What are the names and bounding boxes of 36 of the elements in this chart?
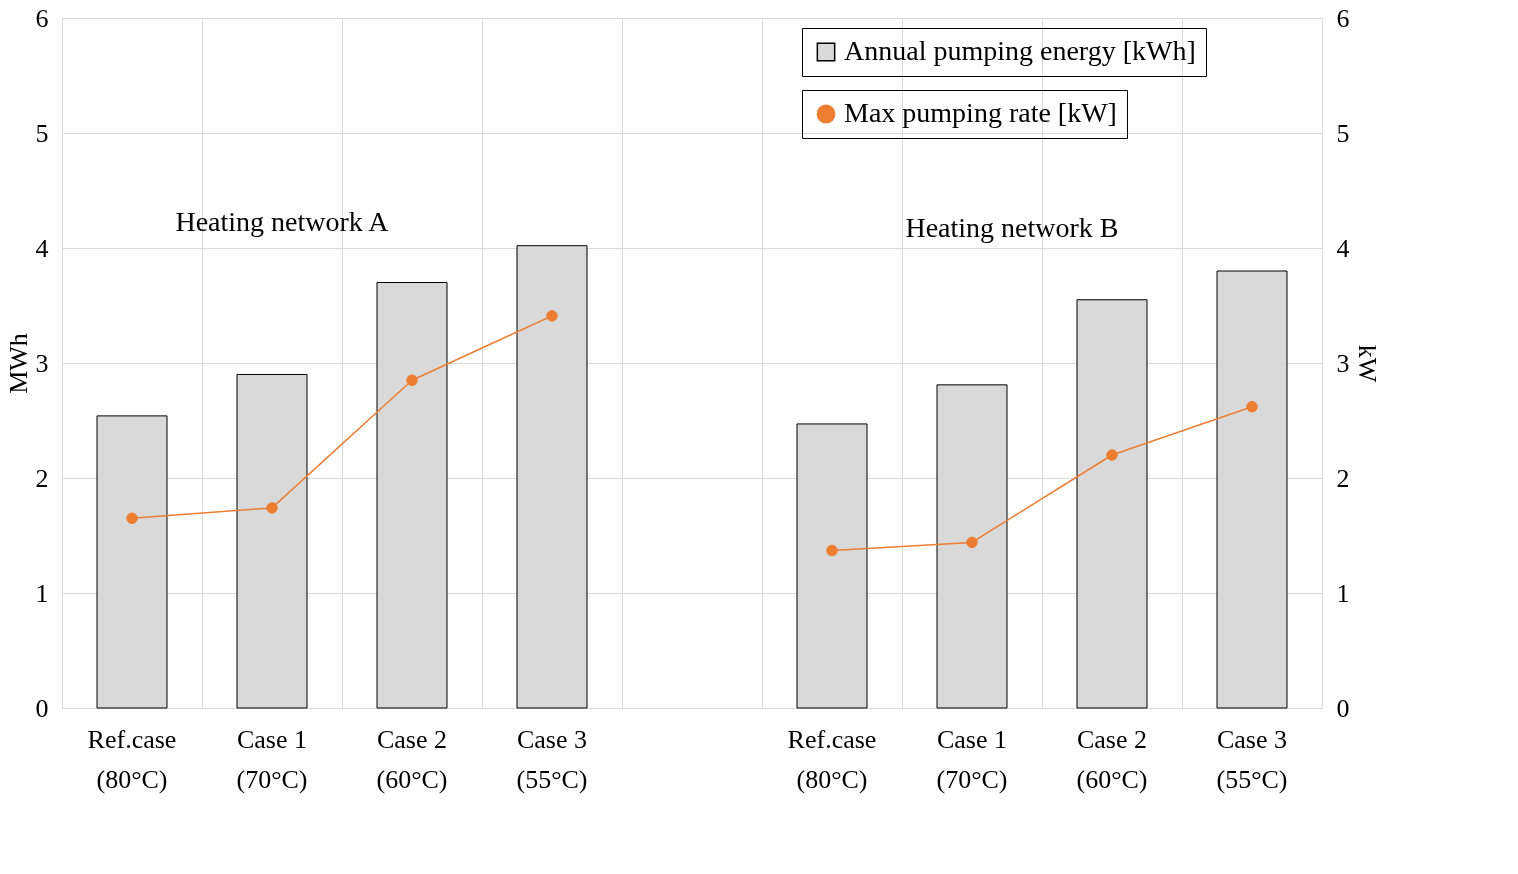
y-tick-label: 4	[35, 233, 49, 263]
y2-axis-title: kW	[1352, 344, 1382, 383]
point	[1246, 400, 1258, 413]
y2-tick-label: 4	[1336, 233, 1350, 263]
y-tick-label: 3	[35, 348, 49, 378]
y2-tick-label: 2	[1336, 463, 1350, 493]
point	[966, 536, 978, 549]
point	[266, 502, 278, 514]
y-tick-label: 6	[35, 3, 49, 33]
point	[826, 544, 838, 557]
y-tick-label: 1	[35, 578, 49, 608]
y2-tick-label: 1	[1336, 578, 1350, 608]
y2-tick-label: 0	[1336, 693, 1350, 723]
y-axis-title: MWh	[3, 333, 33, 394]
legend-label: Annual pumping energy [kWh]	[844, 35, 1196, 66]
point	[546, 310, 558, 322]
annotation: Heating network A	[175, 206, 390, 237]
point	[1106, 449, 1118, 461]
x-tick-label: Case 3 (55°C)	[516, 724, 588, 794]
x-tick-label: Case 1 (70°C)	[936, 724, 1008, 794]
y2-tick-label: 3	[1336, 348, 1350, 378]
x-tick-label: Case 2 (60°C)	[1076, 724, 1148, 794]
y-tick-label: 5	[35, 118, 49, 148]
y2-tick-label: 6	[1336, 3, 1350, 33]
point	[126, 512, 138, 524]
legend-label: Max pumping rate [kW]	[844, 97, 1117, 128]
y2-tick-label: 5	[1336, 118, 1350, 148]
y-tick-label: 2	[35, 463, 49, 493]
y-tick-label: 0	[35, 693, 49, 723]
x-tick-label: Case 1 (70°C)	[236, 724, 308, 794]
x-tick-label: Ref.case (80°C)	[787, 724, 877, 794]
x-tick-label: Case 3 (55°C)	[1216, 724, 1288, 794]
point	[406, 374, 418, 386]
x-tick-label: Ref.case (80°C)	[87, 724, 177, 794]
annotation: Heating network B	[905, 212, 1119, 243]
x-tick-label: Case 2 (60°C)	[376, 724, 448, 794]
